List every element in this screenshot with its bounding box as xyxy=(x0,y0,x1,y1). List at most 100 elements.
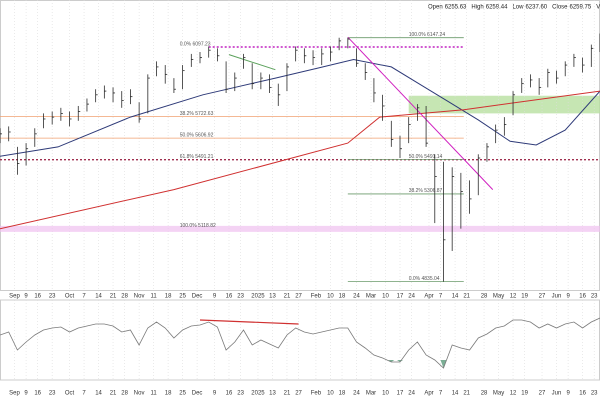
x-tick-label: 23 xyxy=(49,294,56,300)
header-label: Low xyxy=(512,5,524,11)
x-tick-label: Sep xyxy=(9,294,20,300)
x-tick-label: 13 xyxy=(269,391,276,397)
x-tick-label: 10 xyxy=(327,294,334,300)
x-tick-label: 25 xyxy=(179,294,186,300)
x-tick-label: 14 xyxy=(95,391,102,397)
x-tick-label: 21 xyxy=(463,294,470,300)
x-tick-label: 9 xyxy=(566,294,570,300)
fib-label: 61.8% 5491.21 xyxy=(180,154,214,160)
x-tick-label: 9 xyxy=(24,391,28,397)
fib-label: 38.2% 5306.87 xyxy=(409,188,443,194)
x-tick-label: 24 xyxy=(408,294,415,300)
fib-label: 38.2% 5722.63 xyxy=(180,111,214,117)
x-tick-label: 21 xyxy=(284,391,291,397)
x-tick-label: 2025 xyxy=(251,294,265,300)
x-tick-label: 7 xyxy=(439,391,443,397)
x-tick-label: 9 xyxy=(566,391,570,397)
rsi-line xyxy=(0,317,600,369)
x-tick-label: 18 xyxy=(339,294,346,300)
trendline xyxy=(347,36,494,190)
x-tick-label: 7 xyxy=(439,294,443,300)
x-tick-label: 11 xyxy=(151,391,158,397)
x-tick-label: 2025 xyxy=(251,391,265,397)
fib-band xyxy=(0,225,600,232)
x-tick-label: Feb xyxy=(311,391,322,397)
x-tick-label: May xyxy=(493,391,504,397)
x-tick-label: 14 xyxy=(452,391,459,397)
header-label: Close xyxy=(552,5,568,11)
x-tick-label: 16 xyxy=(226,391,233,397)
x-tick-label: 9 xyxy=(213,391,217,397)
x-tick-label: Nov xyxy=(134,391,145,397)
fib-label: 0.0% 6097.23 xyxy=(180,41,211,47)
moving-average xyxy=(0,58,600,157)
x-tick-label: 24 xyxy=(353,391,360,397)
x-tick-label: 16 xyxy=(579,391,586,397)
moving-average xyxy=(0,90,600,230)
x-tick-label: 28 xyxy=(121,391,128,397)
x-tick-label: 7 xyxy=(82,294,86,300)
x-tick-label: 28 xyxy=(481,391,488,397)
x-tick-label: 19 xyxy=(521,294,528,300)
x-tick-label: 18 xyxy=(165,391,172,397)
x-tick-label: 21 xyxy=(110,294,117,300)
price-panel xyxy=(0,0,600,291)
x-tick-label: Dec xyxy=(192,294,203,300)
x-tick-label: Dec xyxy=(192,391,203,397)
x-tick-label: 18 xyxy=(165,294,172,300)
header-value: 6259.44 xyxy=(486,5,508,11)
x-tick-label: 10 xyxy=(327,391,334,397)
x-tick-label: 24 xyxy=(408,391,415,397)
x-tick-label: Oct xyxy=(65,294,75,300)
rsi-trendline xyxy=(199,319,299,325)
x-tick-label: 27 xyxy=(539,391,546,397)
x-tick-label: 16 xyxy=(579,294,586,300)
x-tick-label: Feb xyxy=(311,294,322,300)
x-tick-label: Oct xyxy=(65,391,75,397)
x-tick-label: 9 xyxy=(213,294,217,300)
x-tick-label: Nov xyxy=(134,294,145,300)
x-tick-label: 17 xyxy=(397,294,404,300)
fib-label: 50.0% 5491.14 xyxy=(409,154,443,160)
fib-label: 0.0% 4835.04 xyxy=(409,276,440,282)
x-tick-label: 10 xyxy=(382,294,389,300)
x-tick-label: 28 xyxy=(481,294,488,300)
x-tick-label: 27 xyxy=(539,294,546,300)
x-tick-label: 21 xyxy=(110,391,117,397)
x-tick-label: 11 xyxy=(151,294,158,300)
x-tick-label: 23 xyxy=(591,391,598,397)
x-tick-label: 10 xyxy=(382,391,389,397)
x-tick-label: Apr xyxy=(424,294,433,300)
header-value: 6259.75 xyxy=(570,5,592,11)
x-tick-label: Mar xyxy=(366,391,376,397)
x-tick-label: 14 xyxy=(452,294,459,300)
x-tick-label: Apr xyxy=(424,391,433,397)
x-tick-label: 19 xyxy=(521,391,528,397)
header-label: High xyxy=(471,5,483,11)
x-tick-label: 23 xyxy=(237,294,244,300)
x-tick-label: 23 xyxy=(49,391,56,397)
x-tick-label: 16 xyxy=(34,294,41,300)
x-tick-label: 23 xyxy=(591,294,598,300)
rsi-panel xyxy=(0,299,600,381)
fib-label: 100.0% 5118.82 xyxy=(180,223,216,229)
x-tick-label: 17 xyxy=(397,391,404,397)
x-tick-label: 27 xyxy=(295,294,302,300)
x-tick-label: 12 xyxy=(510,294,517,300)
fib-label: 50.0% 5606.92 xyxy=(180,132,214,138)
x-tick-label: 13 xyxy=(269,294,276,300)
x-tick-label: May xyxy=(493,294,504,300)
x-tick-label: Jun xyxy=(552,294,562,300)
x-tick-label: Mar xyxy=(366,294,376,300)
x-tick-label: 9 xyxy=(24,294,28,300)
fib-label: 100.0% 6147.24 xyxy=(409,32,446,38)
x-tick-label: 23 xyxy=(237,391,244,397)
trendline xyxy=(228,54,276,71)
x-tick-label: 28 xyxy=(121,294,128,300)
x-tick-label: 12 xyxy=(510,391,517,397)
header-label: Volu xyxy=(596,5,600,11)
x-tick-label: 21 xyxy=(284,294,291,300)
x-tick-label: 7 xyxy=(82,391,86,397)
x-tick-label: 14 xyxy=(95,294,102,300)
